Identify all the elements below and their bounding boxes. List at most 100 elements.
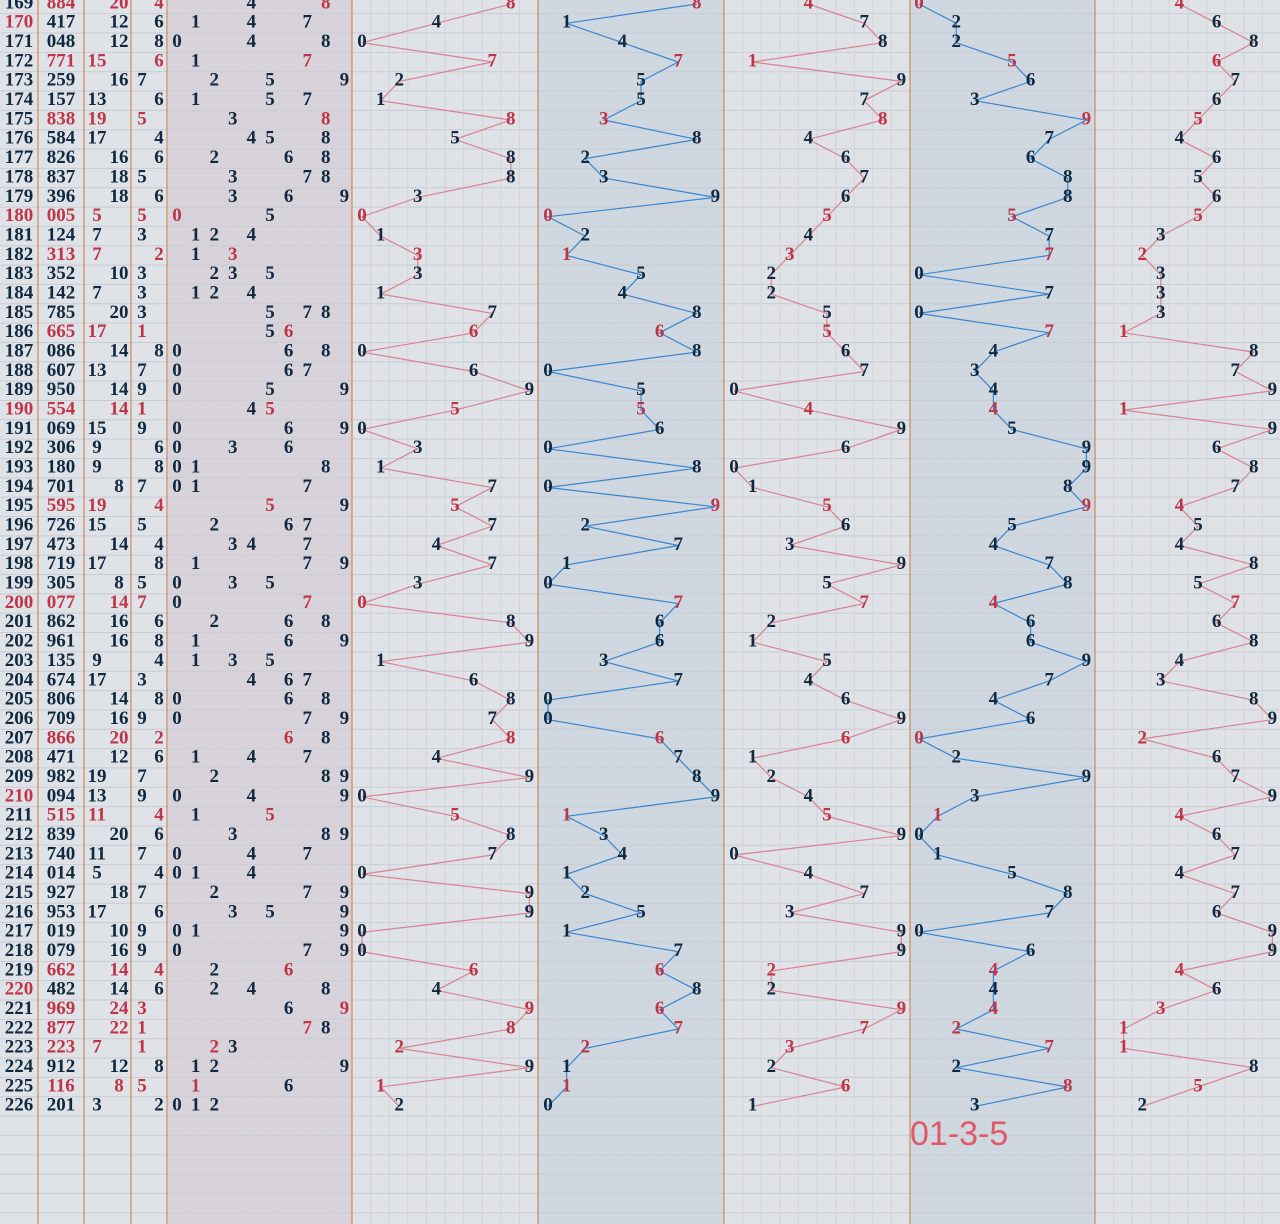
issue: 183 (5, 263, 34, 284)
distribution-digit: 4 (247, 747, 257, 768)
span: 9 (137, 785, 147, 806)
trend-digit: 7 (1044, 128, 1054, 149)
trend-digit: 8 (1249, 340, 1259, 361)
trend-digit: 4 (432, 747, 442, 768)
distribution-digit: 1 (191, 650, 201, 671)
distribution-digit: 4 (247, 843, 257, 864)
trend-digit: 0 (914, 0, 924, 13)
sum: 12 (110, 31, 129, 52)
trend-digit: 3 (599, 650, 609, 671)
trend-digit: 1 (376, 89, 386, 110)
distribution-digit: 6 (284, 689, 294, 710)
draw-number: 701 (47, 476, 76, 497)
trend-lines (359, 3, 1275, 1107)
trend-digit: 9 (897, 553, 907, 574)
trend-digit: 6 (1026, 708, 1036, 729)
distribution-digit: 9 (340, 785, 350, 806)
distribution-digit: 7 (302, 669, 312, 690)
distribution-digit: 1 (191, 476, 201, 497)
trend-digit: 0 (543, 1095, 553, 1116)
span: 6 (154, 611, 164, 632)
trend-digit: 1 (376, 224, 386, 245)
distribution-digit: 9 (340, 708, 350, 729)
trend-digit: 3 (970, 785, 980, 806)
span: 1 (137, 321, 147, 342)
trend-digit: 3 (1156, 282, 1166, 303)
distribution-digit: 8 (321, 1017, 331, 1038)
sum: 14 (110, 379, 130, 400)
distribution-digit: 1 (191, 805, 201, 826)
trend-digit: 7 (859, 89, 869, 110)
trend-digit: 7 (487, 515, 497, 536)
trend-digit: 1 (748, 50, 758, 71)
trend-digit: 8 (692, 766, 702, 787)
trend-digit: 4 (618, 843, 628, 864)
sum: 9 (92, 457, 102, 478)
sum: 20 (110, 302, 129, 323)
span: 6 (154, 747, 164, 768)
issue: 219 (5, 959, 34, 980)
distribution-digit: 2 (209, 263, 219, 284)
distribution-digit: 3 (228, 186, 238, 207)
distribution-digit: 5 (265, 321, 275, 342)
trend-digit: 2 (1137, 244, 1147, 265)
sum: 9 (92, 650, 102, 671)
distribution-digit: 7 (302, 515, 312, 536)
trend-digit: 7 (1230, 360, 1240, 381)
trend-digit: 8 (878, 31, 888, 52)
trend-digit: 9 (897, 940, 907, 961)
trend-digit: 4 (989, 534, 999, 555)
distribution-digit: 7 (302, 747, 312, 768)
span: 8 (154, 1056, 164, 1077)
issue: 179 (5, 186, 34, 207)
span: 6 (154, 901, 164, 922)
trend-digit: 1 (1119, 1037, 1129, 1058)
trend-digit: 9 (1082, 108, 1092, 129)
draw-number: 838 (47, 108, 76, 129)
distribution-digit: 7 (302, 360, 312, 381)
span: 3 (137, 263, 147, 284)
issue: 207 (5, 727, 34, 748)
span: 6 (154, 979, 164, 1000)
trend-digit: 1 (1119, 398, 1129, 419)
trend-digit: 5 (1193, 515, 1203, 536)
trend-digit: 5 (450, 805, 460, 826)
trend-digit: 9 (525, 631, 535, 652)
trend-digit: 4 (432, 534, 442, 555)
distribution-digit: 0 (172, 592, 182, 613)
issue: 186 (5, 321, 34, 342)
distribution-digit: 0 (172, 863, 182, 884)
trend-digit: 2 (951, 1056, 961, 1077)
distribution-digit: 2 (209, 979, 219, 1000)
sum: 12 (110, 1056, 129, 1077)
sum: 5 (92, 863, 102, 884)
trend-digit: 4 (618, 31, 628, 52)
distribution-digit: 5 (265, 205, 275, 226)
sum: 7 (92, 224, 102, 245)
issue: 217 (5, 921, 34, 942)
trend-line (545, 3, 717, 1107)
sum: 14 (110, 959, 130, 980)
distribution-digit: 0 (172, 573, 182, 594)
draw-number: 584 (47, 128, 76, 149)
distribution-digit: 7 (302, 882, 312, 903)
issue: 182 (5, 244, 34, 265)
distribution-digit: 8 (321, 340, 331, 361)
distribution-digit: 5 (265, 89, 275, 110)
distribution-digit: 3 (228, 534, 238, 555)
draw-number: 014 (47, 863, 76, 884)
sum: 15 (88, 418, 107, 439)
span: 7 (137, 843, 147, 864)
sum: 12 (110, 12, 129, 33)
sum: 8 (114, 476, 124, 497)
trend-digit: 6 (655, 998, 665, 1019)
distribution-digit: 2 (209, 766, 219, 787)
trend-digit: 5 (1193, 166, 1203, 187)
trend-digit: 3 (1156, 669, 1166, 690)
trend-digit: 8 (1063, 186, 1073, 207)
distribution-digit: 4 (247, 31, 257, 52)
distribution-digit: 4 (247, 669, 257, 690)
trend-digit: 0 (543, 708, 553, 729)
issue: 169 (5, 0, 34, 13)
trend-digit: 8 (506, 689, 516, 710)
